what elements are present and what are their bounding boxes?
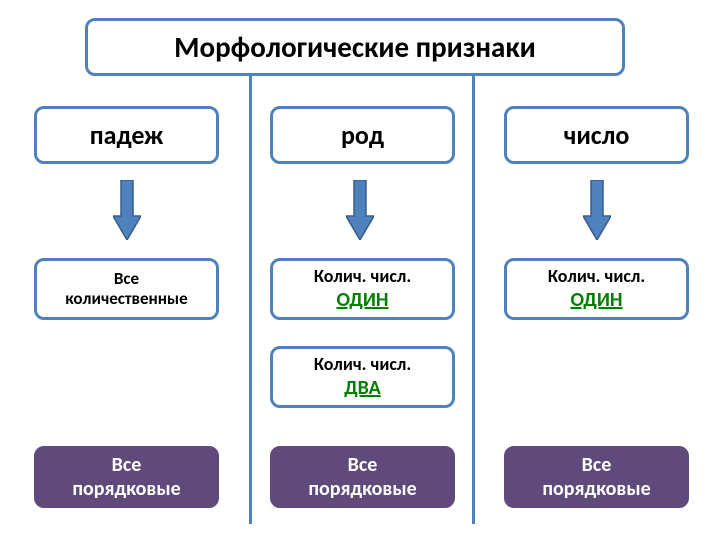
- box-line1: Все: [112, 453, 142, 477]
- column-header: падеж: [34, 106, 219, 164]
- box-line1: Все: [114, 269, 139, 289]
- box-line1: Все: [582, 453, 612, 477]
- box-line1: Все: [348, 453, 378, 477]
- box-line2: количественные: [65, 289, 187, 309]
- box-line2: ДВА: [344, 376, 381, 400]
- column-header: род: [270, 106, 455, 164]
- box-line2: ОДИН: [336, 288, 388, 312]
- column-divider: [249, 76, 252, 524]
- column-header-text: число: [564, 119, 630, 151]
- category-box-purple: Все порядковые: [504, 446, 689, 508]
- category-box: Колич. числ. ОДИН: [504, 258, 689, 320]
- category-box-purple: Все порядковые: [34, 446, 219, 508]
- down-arrow-icon: [346, 180, 374, 240]
- column-divider: [472, 76, 475, 524]
- down-arrow-icon: [583, 180, 611, 240]
- box-line1: Колич. числ.: [314, 354, 411, 376]
- box-line2: порядковые: [72, 477, 180, 501]
- category-box: Все количественные: [34, 258, 219, 320]
- main-title: Морфологические признаки: [85, 18, 625, 76]
- column-header: число: [504, 106, 689, 164]
- box-line2: порядковые: [308, 477, 416, 501]
- column-header-text: падеж: [90, 119, 164, 151]
- down-arrow-icon: [113, 180, 141, 240]
- category-box: Колич. числ. ДВА: [270, 346, 455, 408]
- box-line1: Колич. числ.: [314, 266, 411, 288]
- category-box-purple: Все порядковые: [270, 446, 455, 508]
- main-title-text: Морфологические признаки: [174, 29, 536, 65]
- box-line1: Колич. числ.: [548, 266, 645, 288]
- column-header-text: род: [341, 119, 384, 151]
- category-box: Колич. числ. ОДИН: [270, 258, 455, 320]
- box-line2: ОДИН: [570, 288, 622, 312]
- box-line2: порядковые: [542, 477, 650, 501]
